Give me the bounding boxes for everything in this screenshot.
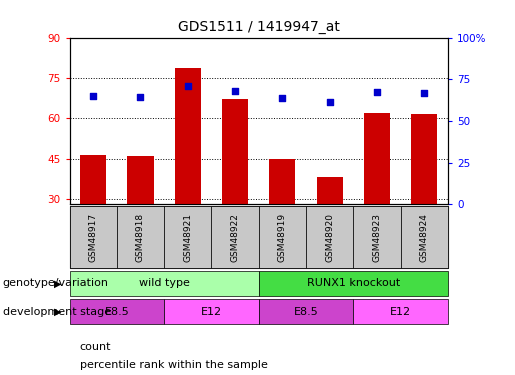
Text: GSM48919: GSM48919 — [278, 213, 287, 262]
Title: GDS1511 / 1419947_at: GDS1511 / 1419947_at — [178, 20, 340, 34]
Text: ▶: ▶ — [54, 279, 62, 288]
Text: GSM48918: GSM48918 — [136, 213, 145, 262]
Text: GSM48924: GSM48924 — [420, 213, 429, 262]
Bar — [353, 299, 448, 324]
Text: GSM48923: GSM48923 — [372, 213, 382, 262]
Bar — [401, 206, 448, 268]
Text: RUNX1 knockout: RUNX1 knockout — [307, 279, 400, 288]
Bar — [164, 299, 259, 324]
Bar — [259, 271, 448, 296]
Bar — [353, 206, 401, 268]
Point — [373, 89, 381, 95]
Point — [184, 83, 192, 89]
Text: E12: E12 — [201, 307, 222, 316]
Text: percentile rank within the sample: percentile rank within the sample — [80, 360, 268, 369]
Point — [231, 88, 239, 94]
Text: genotype/variation: genotype/variation — [3, 279, 109, 288]
Point — [89, 93, 97, 99]
Point — [278, 95, 286, 101]
Bar — [80, 154, 106, 204]
Bar — [70, 299, 164, 324]
Bar — [259, 206, 306, 268]
Bar — [70, 206, 117, 268]
Text: count: count — [80, 342, 111, 352]
Bar — [222, 99, 248, 204]
Bar — [117, 206, 164, 268]
Text: E12: E12 — [390, 307, 411, 316]
Bar — [269, 159, 296, 204]
Text: GSM48922: GSM48922 — [231, 213, 239, 262]
Bar — [175, 69, 201, 204]
Bar — [306, 206, 353, 268]
Text: GSM48920: GSM48920 — [325, 213, 334, 262]
Text: ▶: ▶ — [54, 307, 62, 316]
Point — [325, 99, 334, 105]
Text: development stage: development stage — [3, 307, 111, 316]
Bar — [212, 206, 259, 268]
Bar — [259, 299, 353, 324]
Point — [136, 94, 145, 100]
Text: GSM48917: GSM48917 — [89, 213, 98, 262]
Bar — [364, 113, 390, 204]
Bar — [411, 114, 437, 204]
Text: E8.5: E8.5 — [294, 307, 318, 316]
Text: wild type: wild type — [139, 279, 190, 288]
Bar — [164, 206, 212, 268]
Bar — [317, 177, 343, 204]
Text: GSM48921: GSM48921 — [183, 213, 192, 262]
Point — [420, 90, 428, 96]
Text: E8.5: E8.5 — [105, 307, 129, 316]
Bar — [70, 271, 259, 296]
Bar — [128, 156, 153, 204]
